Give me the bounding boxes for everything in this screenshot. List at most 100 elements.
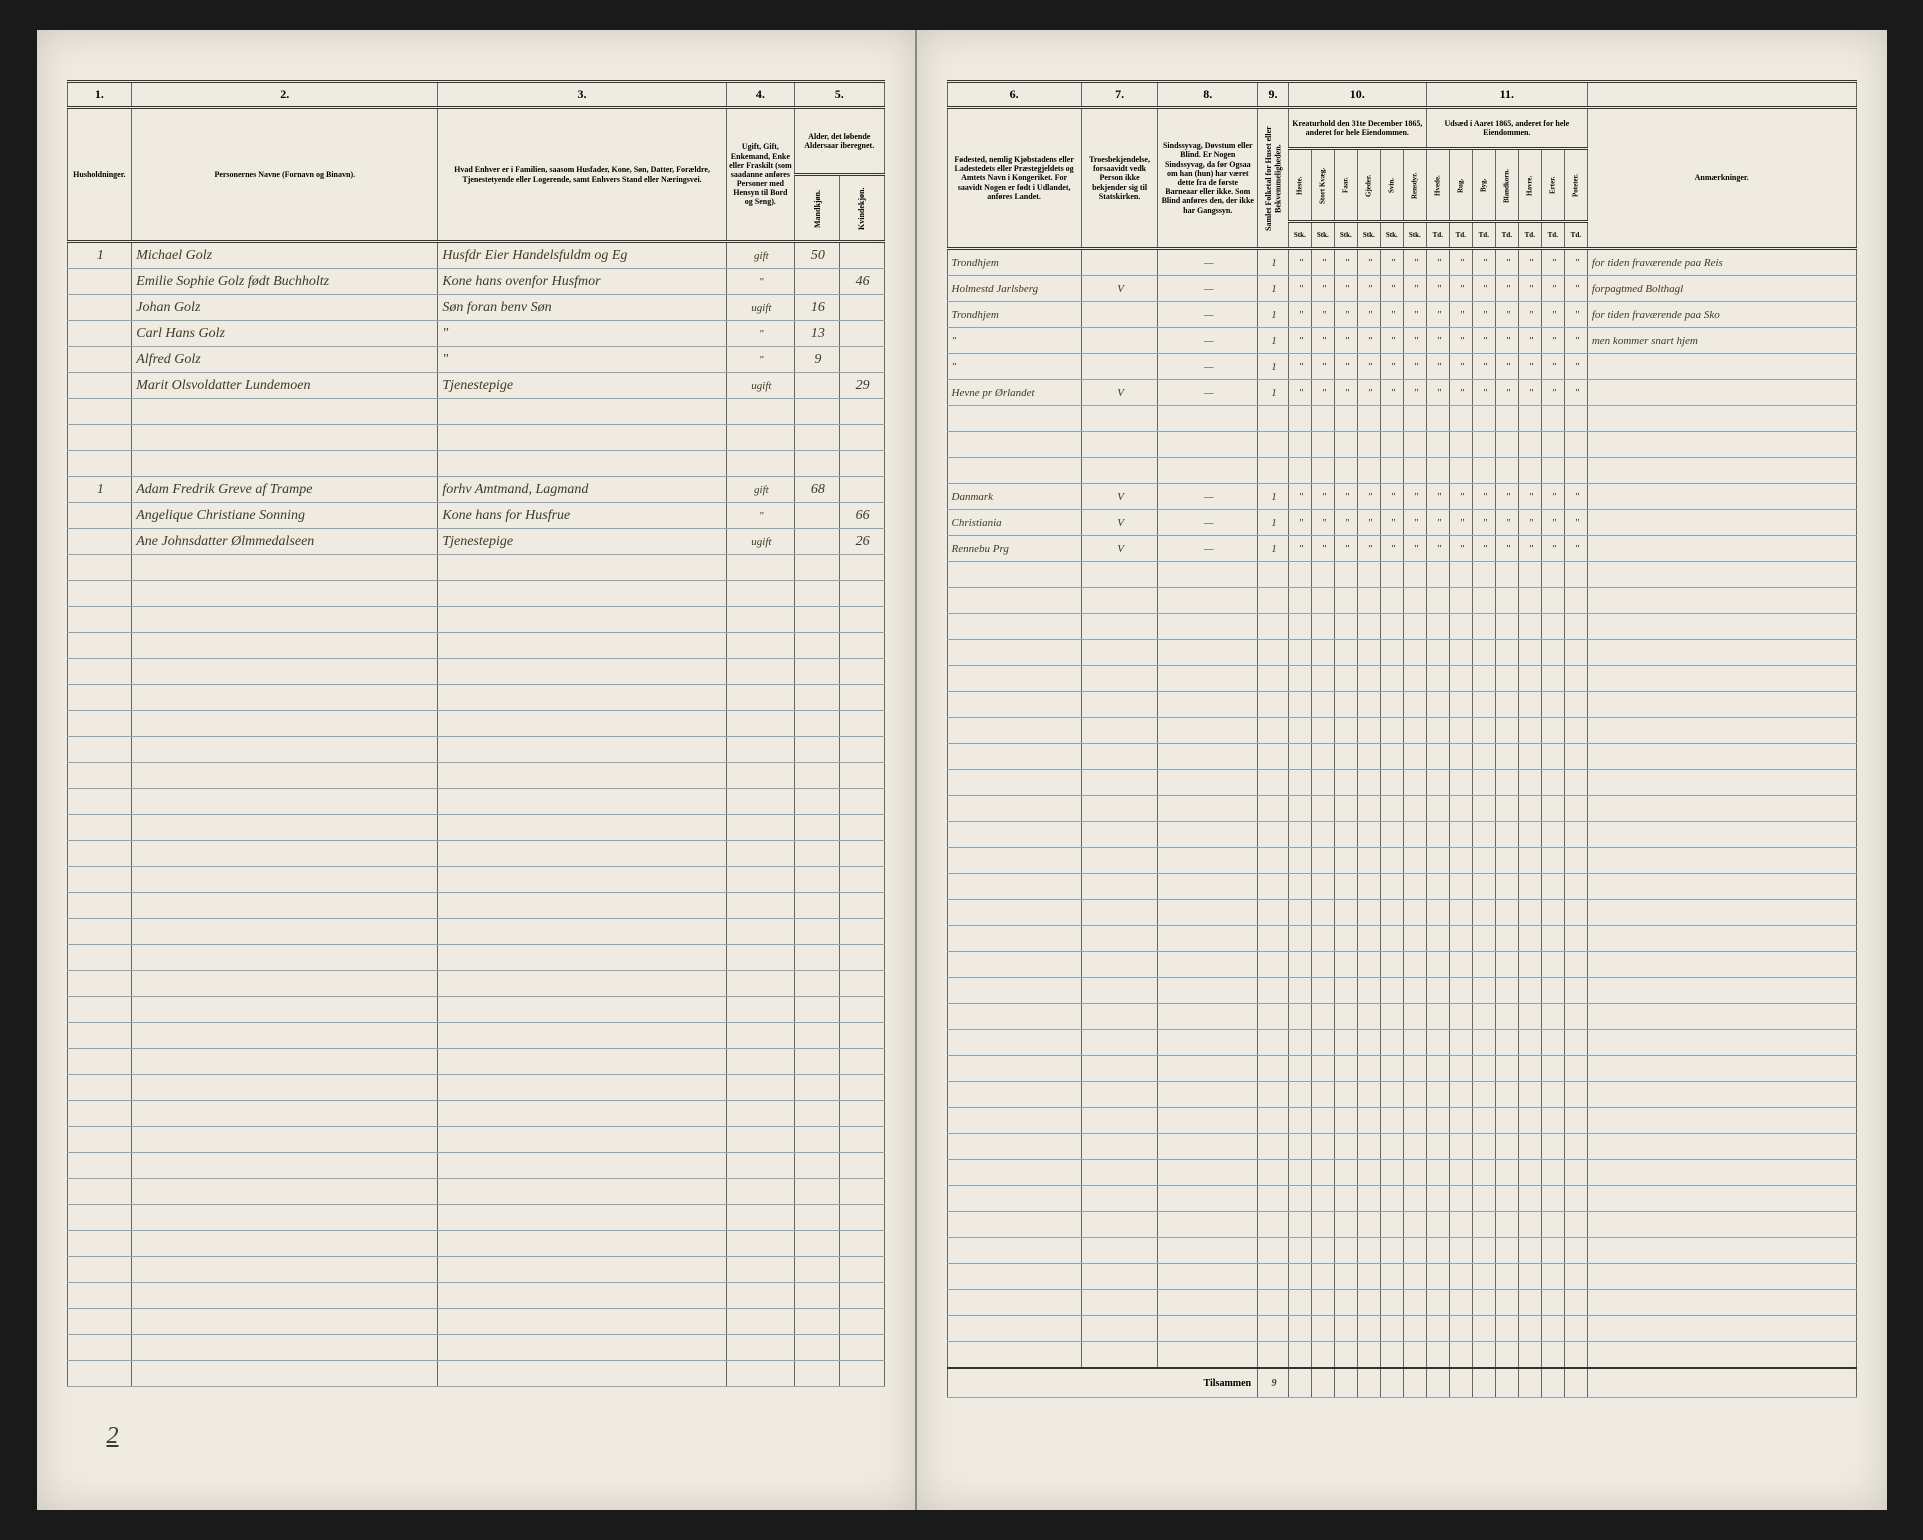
cell: [947, 458, 1081, 484]
cell: [1426, 562, 1449, 588]
cell: [1426, 874, 1449, 900]
cell: [1258, 692, 1289, 718]
cell: [438, 1101, 726, 1127]
cell: [1564, 874, 1587, 900]
cell: [1472, 458, 1495, 484]
cell: [67, 295, 132, 321]
totals-label: Tilsammen: [947, 1368, 1258, 1398]
cell: [1158, 1160, 1258, 1186]
cell: ": [1311, 536, 1334, 562]
cell: [1380, 1004, 1403, 1030]
cell: [67, 971, 132, 997]
cell: [839, 1283, 884, 1309]
cell: [726, 867, 794, 893]
cell: [1081, 614, 1158, 640]
cell: ": [1495, 536, 1518, 562]
cell: [1403, 1264, 1426, 1290]
cell: [839, 1361, 884, 1387]
cell: [438, 1075, 726, 1101]
colnum-4: 4.: [726, 82, 794, 108]
cell: forhv Amtmand, Lagmand: [438, 477, 726, 503]
cell: ": [1449, 380, 1472, 406]
cell: ": [1495, 276, 1518, 302]
cell: ": [1334, 328, 1357, 354]
cell: [438, 451, 726, 477]
cell: [67, 1075, 132, 1101]
cell: [1426, 744, 1449, 770]
cell: [132, 1335, 438, 1361]
cell: [1334, 1238, 1357, 1264]
cell: [1288, 770, 1311, 796]
table-row: "—1"""""""""""""men kommer snart hjem: [947, 328, 1856, 354]
cell: [1288, 822, 1311, 848]
cell: [1288, 1238, 1311, 1264]
cell: [1081, 640, 1158, 666]
cell: [1472, 666, 1495, 692]
cell: [1334, 848, 1357, 874]
cell: [1564, 1238, 1587, 1264]
cell: [1587, 1186, 1856, 1212]
table-row: [67, 451, 884, 477]
cell: [1495, 432, 1518, 458]
cell: Kone hans for Husfrue: [438, 503, 726, 529]
table-row: Angelique Christiane SonningKone hans fo…: [67, 503, 884, 529]
cell: ": [1472, 276, 1495, 302]
cell: Christiania: [947, 510, 1081, 536]
cell: [1541, 744, 1564, 770]
cell: 1: [67, 242, 132, 269]
cell: [1380, 718, 1403, 744]
table-row: [67, 893, 884, 919]
cell: [795, 1049, 840, 1075]
table-row: "—1""""""""""""": [947, 354, 1856, 380]
cell: [132, 763, 438, 789]
cell: [1288, 1264, 1311, 1290]
cell: [67, 607, 132, 633]
cell: [1081, 900, 1158, 926]
cell: [1472, 1368, 1495, 1398]
cell: ": [1495, 510, 1518, 536]
cell: [1426, 1290, 1449, 1316]
cell: [839, 711, 884, 737]
cell: Angelique Christiane Sonning: [132, 503, 438, 529]
cell: [1081, 978, 1158, 1004]
cell: Emilie Sophie Golz født Buchholtz: [132, 269, 438, 295]
cell: —: [1158, 380, 1258, 406]
cell: [1357, 744, 1380, 770]
cell: ": [1564, 380, 1587, 406]
cell: [1426, 1160, 1449, 1186]
cell: [839, 1231, 884, 1257]
colnum-5: 5.: [795, 82, 885, 108]
cell: [795, 451, 840, 477]
cell: ": [1495, 484, 1518, 510]
cell: [1564, 744, 1587, 770]
cell: [438, 945, 726, 971]
cell: [1541, 1212, 1564, 1238]
cell: ": [726, 503, 794, 529]
unit-u: Td.: [1541, 222, 1564, 249]
table-row: [947, 1238, 1856, 1264]
cell: ": [1472, 302, 1495, 328]
cell: [726, 425, 794, 451]
cell: ": [1518, 302, 1541, 328]
cell: [1541, 640, 1564, 666]
cell: [438, 555, 726, 581]
cell: [1518, 666, 1541, 692]
table-row: [67, 945, 884, 971]
cell: [1081, 458, 1158, 484]
right-page: 6. 7. 8. 9. 10. 11. Fødested, nemlig Kjø…: [917, 30, 1887, 1510]
table-row: [947, 640, 1856, 666]
cell: [1426, 1212, 1449, 1238]
cell: [1587, 536, 1856, 562]
cell: ": [1449, 276, 1472, 302]
cell: [1334, 1264, 1357, 1290]
cell: ": [1288, 249, 1311, 276]
cell: [1426, 822, 1449, 848]
cell: [1472, 1134, 1495, 1160]
table-row: [67, 1361, 884, 1387]
cell: [726, 1101, 794, 1127]
cell: ": [1357, 328, 1380, 354]
cell: Adam Fredrik Greve af Trampe: [132, 477, 438, 503]
cell: [1403, 1030, 1426, 1056]
cell: [1518, 432, 1541, 458]
cell: [1380, 796, 1403, 822]
